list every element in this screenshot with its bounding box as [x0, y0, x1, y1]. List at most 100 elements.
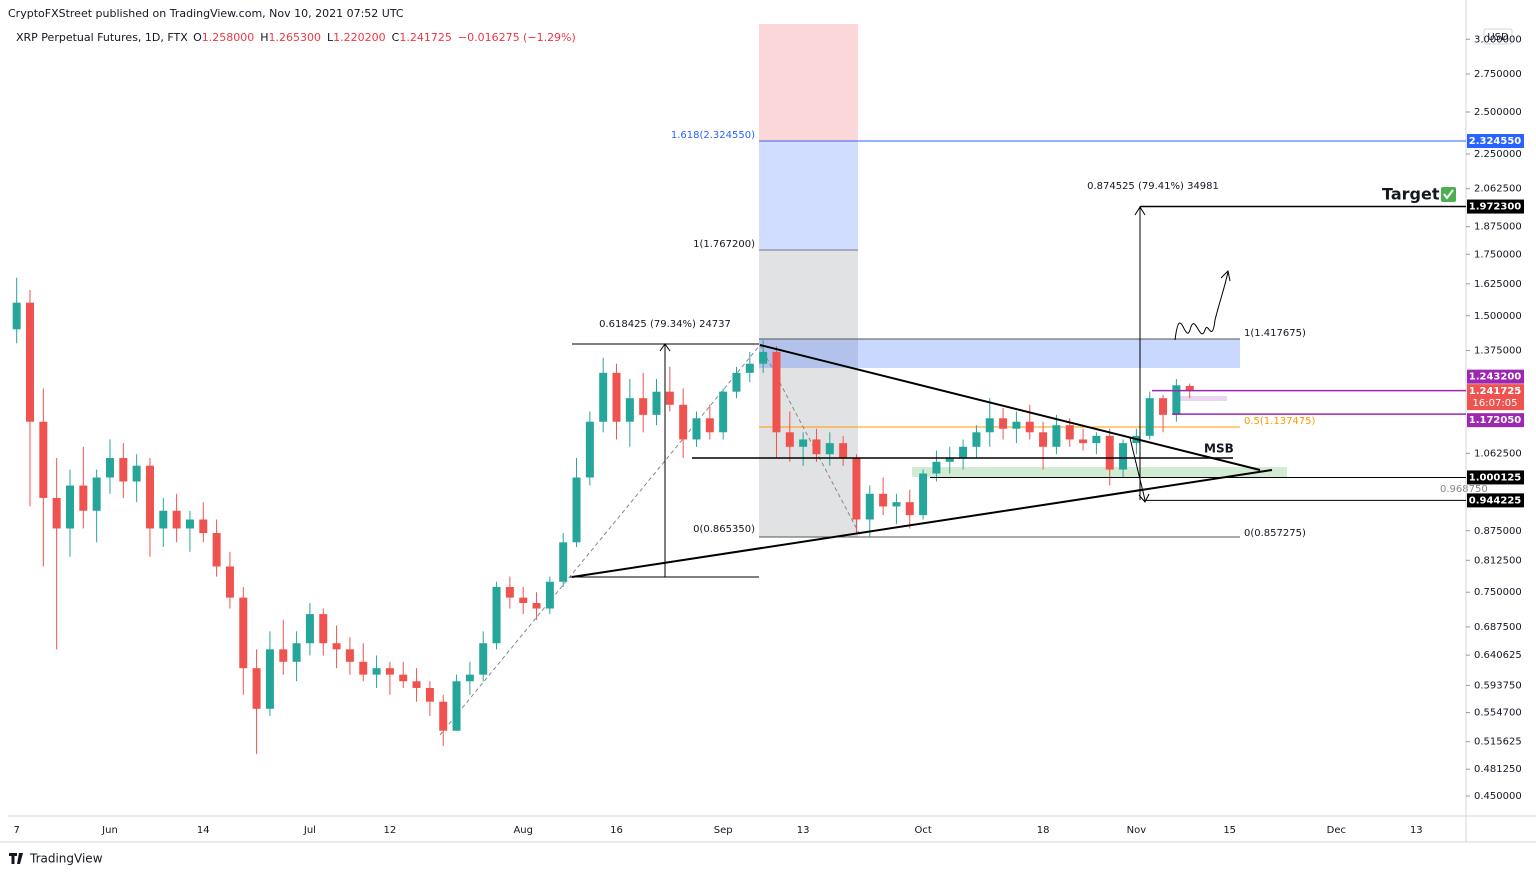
candle-body [519, 597, 528, 604]
brand-logo [9, 853, 23, 864]
price-tag-label: 1.000125 [1469, 472, 1522, 483]
y-tick-label: 0.640625 [1474, 650, 1522, 661]
y-tick-label: 0.593750 [1474, 680, 1522, 691]
candle-body [732, 372, 741, 392]
price-tag [1467, 199, 1524, 214]
y-tick-label: 0.481250 [1474, 764, 1522, 775]
candle-body [839, 443, 848, 459]
zone [1180, 396, 1227, 401]
candle-body [265, 649, 274, 709]
candle-body [479, 643, 488, 675]
demand-zone [912, 467, 1287, 477]
measure-label: 0.874525 (79.41%) 34981 [1087, 181, 1219, 192]
candle-body [359, 661, 368, 675]
x-tick-label: Oct [914, 825, 931, 836]
price-tag [1467, 369, 1524, 384]
price-tag [1467, 413, 1524, 428]
candle-body [172, 510, 181, 529]
candle-body [439, 701, 448, 731]
symbol-legend: XRP Perpetual Futures, 1D, FTX O1.258000 H… [16, 31, 576, 44]
check-mark [1443, 189, 1454, 200]
candle-body [772, 351, 781, 433]
candle-body [545, 581, 554, 609]
candle-body [1052, 425, 1061, 447]
publisher: CryptoFXStreet published on TradingView.… [8, 7, 404, 20]
msb-label: MSB [1204, 442, 1234, 456]
x-tick-label: 12 [384, 825, 397, 836]
candle-body [372, 668, 381, 675]
x-tick-label: Jul [303, 825, 316, 836]
candle-body [679, 404, 688, 440]
y-tick-label: 2.250000 [1474, 149, 1522, 160]
x-tick-label: 14 [197, 825, 210, 836]
candle-body [985, 418, 994, 433]
candle-body [1159, 398, 1168, 415]
x-tick-label: 16 [610, 825, 623, 836]
candle-body [625, 398, 634, 422]
candle-body [105, 458, 114, 478]
candle-body [1065, 425, 1074, 440]
y-tick-label: 1.625000 [1474, 279, 1522, 290]
y-tick-label: 1.375000 [1474, 345, 1522, 356]
candle-body [745, 363, 754, 373]
x-tick-label: 13 [797, 825, 810, 836]
arrow-head [659, 343, 671, 352]
candle-body [92, 477, 101, 511]
candle-body [1012, 421, 1021, 429]
candle-body [705, 418, 714, 433]
candle-body [279, 649, 288, 662]
x-tick-label: Sep [714, 825, 733, 836]
candle-body [65, 485, 74, 529]
candle-body [825, 443, 834, 455]
candle-body [319, 614, 328, 644]
y-tick-label: 3.000000 [1474, 34, 1522, 45]
x-tick-label: 18 [1037, 825, 1050, 836]
currency-box[interactable] [1483, 28, 1513, 45]
candle-body [132, 465, 141, 482]
candle-body [572, 477, 581, 543]
candle-body [425, 687, 434, 702]
ohlc-value: 1.241725 [399, 31, 452, 44]
candle-body [932, 461, 941, 474]
ohlc-value: 1.258000 [202, 31, 255, 44]
candle-body [79, 485, 88, 511]
candle-body [692, 418, 701, 440]
candle-body [452, 681, 461, 731]
price-tag-label: 1.172050 [1469, 415, 1522, 426]
y-tick-label: 0.687500 [1474, 622, 1522, 633]
candle-body [305, 614, 314, 644]
candle-body [199, 519, 208, 534]
trendline [759, 344, 1261, 471]
y-tick-label: 2.500000 [1474, 107, 1522, 118]
measure-label: 0.618425 (79.34%) 24737 [599, 319, 731, 330]
currency[interactable]: USD [1487, 32, 1509, 43]
candle-body [119, 458, 128, 482]
candle-body [639, 398, 648, 415]
y-tick-label: 1.750000 [1474, 249, 1522, 260]
countdown: 16:07:05 [1473, 398, 1518, 409]
candle-body [799, 439, 808, 447]
ohlc-value: 1.220200 [333, 31, 386, 44]
x-tick-label: 13 [1410, 825, 1423, 836]
trendline [571, 469, 1273, 578]
candle-body [892, 502, 901, 507]
ohlc-value: 1.265300 [269, 31, 322, 44]
arrow-head [1220, 269, 1231, 282]
candle-body [39, 421, 48, 498]
fib-label: 0(0.865350) [693, 524, 755, 535]
candle-body [812, 439, 821, 455]
x-tick-label: Aug [513, 825, 533, 836]
x-tick-label: Dec [1327, 825, 1346, 836]
arrow [1129, 437, 1146, 501]
ohlc-label: L [327, 31, 334, 44]
candle-body [385, 668, 394, 675]
candle-body [505, 586, 514, 598]
y-tick-label: 1.062500 [1474, 448, 1522, 459]
candle-body [879, 493, 888, 507]
candle-body [919, 473, 928, 516]
projection [1174, 271, 1229, 341]
x-tick-label: 15 [1223, 825, 1236, 836]
candle-body [412, 681, 421, 688]
candle-body [1145, 398, 1154, 436]
candle-body [332, 643, 341, 650]
